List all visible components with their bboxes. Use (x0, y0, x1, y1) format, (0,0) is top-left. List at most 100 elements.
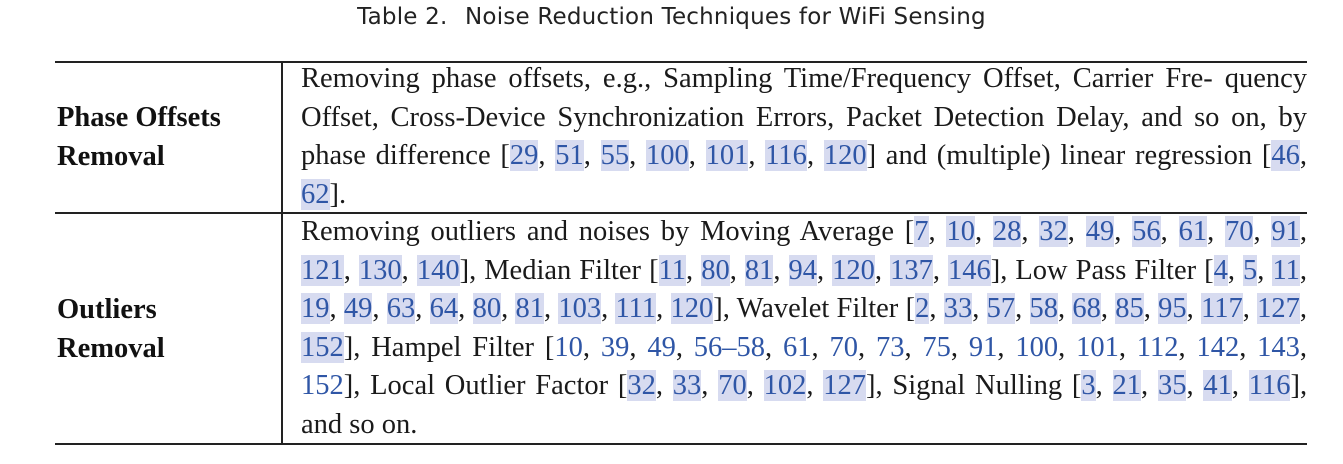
citation-link[interactable]: 11 (658, 254, 687, 286)
citation-link[interactable]: 68 (1072, 293, 1101, 324)
citation-link[interactable]: 146 (947, 254, 991, 286)
citation-link[interactable]: 7 (914, 216, 929, 247)
citation-link[interactable]: 3 (1081, 370, 1096, 401)
citation-link[interactable]: 94 (788, 254, 817, 286)
citation-link[interactable]: 130 (358, 254, 402, 286)
citation-link[interactable]: 152 (301, 370, 344, 401)
citation-link[interactable]: 5 (1243, 254, 1258, 286)
citation-link[interactable]: 101 (1076, 331, 1119, 363)
citation-link[interactable]: 127 (1257, 293, 1300, 324)
table-row-divider (55, 212, 1307, 214)
table-top-rule (55, 61, 1307, 63)
citation-link[interactable]: 120 (823, 140, 867, 171)
citation-link[interactable]: 127 (823, 370, 866, 401)
citation-link[interactable]: 81 (744, 254, 774, 286)
citation-link[interactable]: 4 (1213, 254, 1228, 286)
citation-link[interactable]: 32 (627, 370, 656, 401)
citation-link[interactable]: 70 (829, 331, 858, 363)
citation-link[interactable]: 91 (1271, 216, 1300, 247)
row-header-phase-offsets: Phase Offsets Removal (57, 98, 277, 176)
row-header-outliers: Outliers Removal (57, 290, 277, 368)
citation-link[interactable]: 56–58 (693, 331, 766, 363)
table-column-divider (281, 62, 283, 444)
citation-link[interactable]: 2 (915, 293, 930, 324)
row-description-outliers: Removing outliers and noises by Moving A… (301, 216, 1308, 440)
cell-text: , Low Pass Filter (1000, 254, 1205, 286)
citation-link[interactable]: 35 (1157, 370, 1187, 401)
citation-link[interactable]: 19 (301, 293, 330, 324)
citation-link[interactable]: 63 (386, 293, 416, 324)
citation-link[interactable]: 29 (509, 140, 539, 171)
citation-link[interactable]: 102 (763, 370, 807, 401)
citation-link[interactable]: 56 (1132, 216, 1161, 247)
citation-link[interactable]: 120 (670, 293, 714, 324)
citation-link[interactable]: 100 (1015, 331, 1059, 363)
cell-text: , Median Filter (469, 254, 650, 286)
citation-link[interactable]: 117 (1201, 293, 1243, 324)
citation-link[interactable]: 111 (615, 293, 657, 324)
citation-link[interactable]: 49 (343, 293, 373, 324)
citation-link[interactable]: 51 (555, 140, 584, 171)
cell-text: , and so on. (301, 370, 1308, 440)
citation-link[interactable]: 55 (600, 140, 630, 171)
citation-link[interactable]: 152 (301, 331, 344, 363)
citation-link[interactable]: 41 (1203, 370, 1232, 401)
citation-link[interactable]: 21 (1112, 370, 1142, 401)
citation-link[interactable]: 33 (672, 370, 702, 401)
citation-link[interactable]: 39 (600, 331, 630, 363)
cell-text: Removing phase offsets, e.g., Sampling T… (301, 63, 1307, 171)
citation-link[interactable]: 32 (1039, 216, 1068, 247)
citation-link[interactable]: 137 (890, 254, 933, 286)
citation-link[interactable]: 80 (472, 293, 502, 324)
row-header-line: Outliers (57, 294, 157, 325)
citation-link[interactable]: 10 (946, 216, 975, 247)
citation-link[interactable]: 11 (1272, 254, 1300, 286)
citation-link[interactable]: 80 (701, 254, 730, 286)
citation-link[interactable]: 121 (301, 254, 344, 286)
citation-link[interactable]: 33 (943, 293, 973, 324)
citation-link[interactable]: 116 (1248, 370, 1291, 401)
citation-link[interactable]: 61 (1178, 216, 1208, 247)
citation-link[interactable]: 28 (992, 216, 1022, 247)
cell-text: , Wavelet Filter (722, 293, 906, 324)
cell-text: . (339, 178, 347, 210)
citation-link[interactable]: 140 (416, 254, 460, 286)
citation-link[interactable]: 143 (1257, 331, 1300, 363)
citation-link[interactable]: 70 (718, 370, 747, 401)
cell-text: and (multiple) linear regression (876, 140, 1262, 171)
table-caption: Table 2. Noise Reduction Techniques for … (0, 4, 1343, 30)
citation-link[interactable]: 85 (1115, 293, 1144, 324)
citation-link[interactable]: 120 (832, 254, 875, 286)
citation-link[interactable]: 73 (875, 331, 905, 363)
citation-link[interactable]: 75 (922, 331, 951, 363)
citation-link[interactable]: 95 (1158, 293, 1187, 324)
cell-text: , Local Outlier Factor (353, 370, 618, 401)
row-header-line: Removal (57, 141, 165, 172)
cell-text: , Hampel Filter (353, 331, 545, 363)
citation-link[interactable]: 49 (647, 331, 676, 363)
citation-link[interactable]: 81 (515, 293, 544, 324)
citation-link[interactable]: 58 (1029, 293, 1058, 324)
table-title: Noise Reduction Techniques for WiFi Sens… (465, 4, 986, 30)
citation-link[interactable]: 101 (705, 140, 749, 171)
citation-link[interactable]: 57 (986, 293, 1016, 324)
citation-link[interactable]: 61 (783, 331, 812, 363)
citation-link[interactable]: 70 (1224, 216, 1254, 247)
citation-link[interactable]: 100 (645, 140, 689, 171)
table-label: Table 2. (357, 4, 448, 30)
citation-link[interactable]: 116 (765, 140, 807, 171)
row-header-line: Phase Offsets (57, 102, 221, 133)
citation-link[interactable]: 62 (301, 178, 330, 210)
citation-link[interactable]: 10 (554, 331, 583, 363)
row-header-line: Removal (57, 333, 165, 364)
citation-link[interactable]: 112 (1136, 331, 1179, 363)
citation-link[interactable]: 64 (429, 293, 459, 324)
cell-text: , Signal Nulling (875, 370, 1072, 401)
citation-link[interactable]: 46 (1271, 140, 1300, 171)
citation-link[interactable]: 142 (1196, 331, 1240, 363)
citation-link[interactable]: 91 (968, 331, 998, 363)
row-description-phase-offsets: Removing phase offsets, e.g., Sampling T… (301, 63, 1308, 210)
citation-link[interactable]: 49 (1085, 216, 1115, 247)
cell-text: Removing outliers and noises by Moving A… (301, 216, 905, 247)
citation-link[interactable]: 103 (558, 293, 602, 324)
